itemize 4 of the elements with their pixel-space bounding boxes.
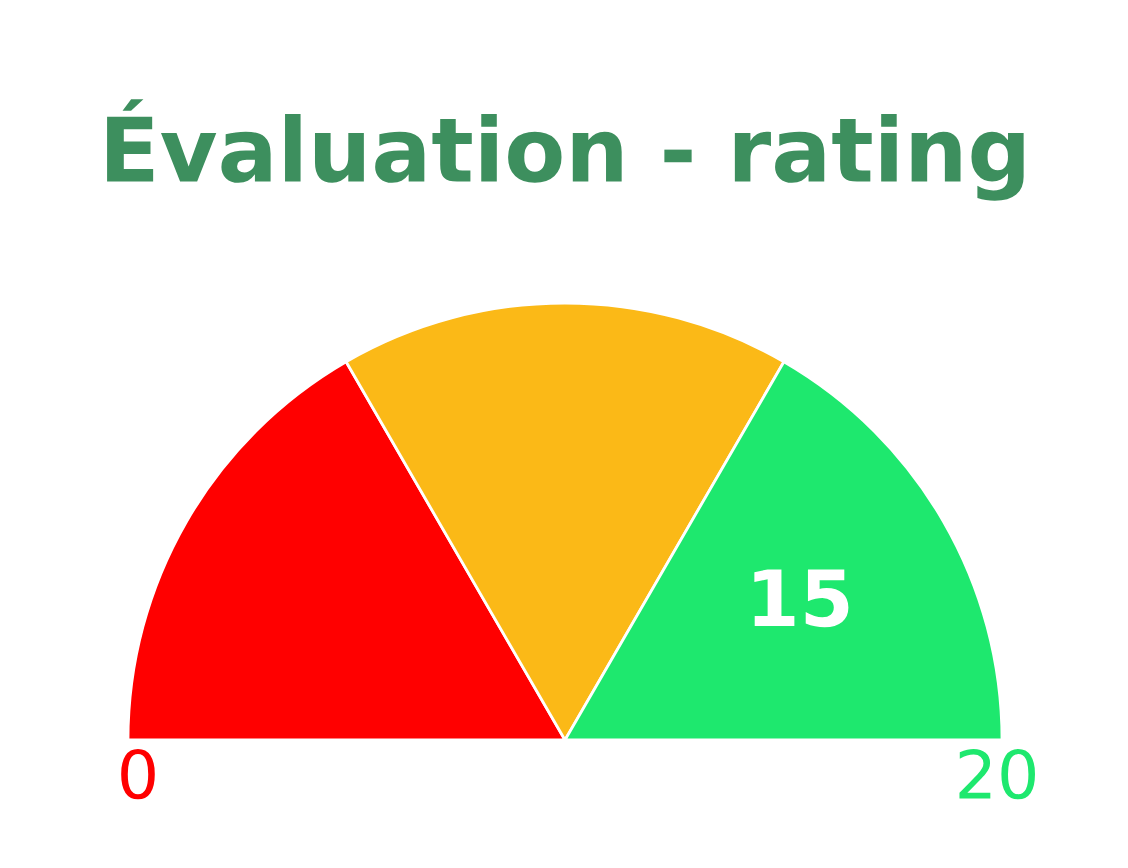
text: 20 — [959, 748, 1035, 800]
text: 0 — [121, 748, 155, 800]
text: 15 — [754, 569, 849, 628]
chart-title: Évaluation - rating — [107, 99, 1024, 201]
